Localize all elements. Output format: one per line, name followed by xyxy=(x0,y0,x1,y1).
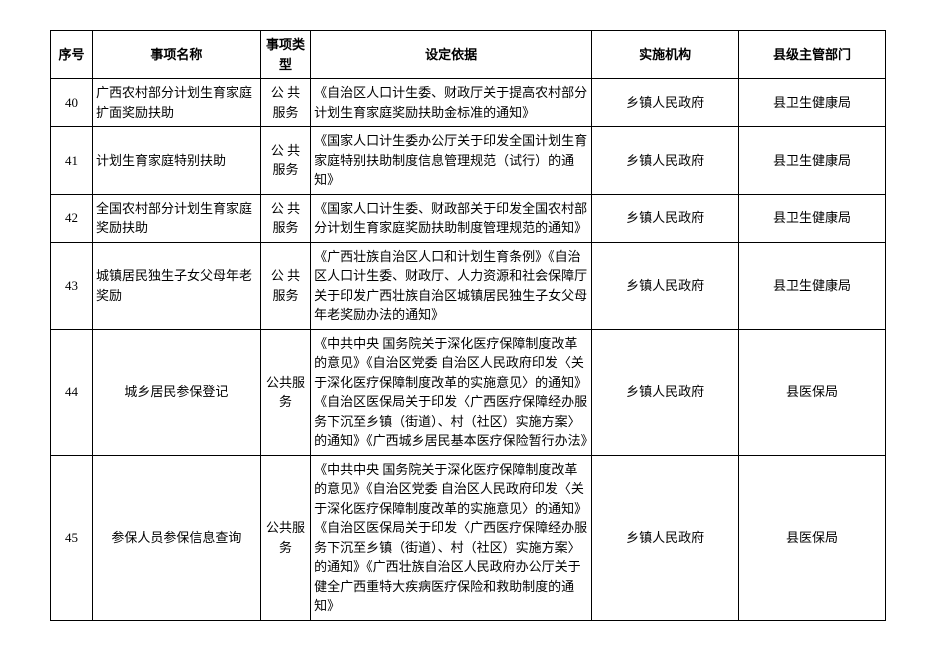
cell-agency: 乡镇人民政府 xyxy=(592,455,739,620)
cell-type: 公 共 服务 xyxy=(260,242,310,329)
cell-agency: 乡镇人民政府 xyxy=(592,242,739,329)
cell-type: 公 共 服务 xyxy=(260,194,310,242)
cell-name: 计划生育家庭特别扶助 xyxy=(92,127,260,195)
cell-basis: 《自治区人口计生委、财政厅关于提高农村部分计划生育家庭奖励扶助金标准的通知》 xyxy=(311,79,592,127)
cell-seq: 40 xyxy=(51,79,93,127)
cell-dept: 县卫生健康局 xyxy=(739,127,886,195)
cell-type: 公 共 服务 xyxy=(260,79,310,127)
table-row: 43城镇居民独生子女父母年老奖励公 共 服务《广西壮族自治区人口和计划生育条例》… xyxy=(51,242,886,329)
cell-seq: 43 xyxy=(51,242,93,329)
cell-dept: 县卫生健康局 xyxy=(739,79,886,127)
col-header-agency: 实施机构 xyxy=(592,31,739,79)
col-header-name: 事项名称 xyxy=(92,31,260,79)
cell-name: 参保人员参保信息查询 xyxy=(92,455,260,620)
cell-name: 广西农村部分计划生育家庭扩面奖励扶助 xyxy=(92,79,260,127)
table-row: 41计划生育家庭特别扶助公 共 服务《国家人口计生委办公厅关于印发全国计划生育家… xyxy=(51,127,886,195)
cell-seq: 41 xyxy=(51,127,93,195)
col-header-dept: 县级主管部门 xyxy=(739,31,886,79)
cell-agency: 乡镇人民政府 xyxy=(592,329,739,455)
data-table: 序号 事项名称 事项类型 设定依据 实施机构 县级主管部门 40广西农村部分计划… xyxy=(50,30,886,621)
table-row: 40广西农村部分计划生育家庭扩面奖励扶助公 共 服务《自治区人口计生委、财政厅关… xyxy=(51,79,886,127)
cell-agency: 乡镇人民政府 xyxy=(592,194,739,242)
cell-basis: 《广西壮族自治区人口和计划生育条例》《自治区人口计生委、财政厅、人力资源和社会保… xyxy=(311,242,592,329)
cell-basis: 《中共中央 国务院关于深化医疗保障制度改革的意见》《自治区党委 自治区人民政府印… xyxy=(311,455,592,620)
cell-name: 全国农村部分计划生育家庭奖励扶助 xyxy=(92,194,260,242)
table-row: 42全国农村部分计划生育家庭奖励扶助公 共 服务《国家人口计生委、财政部关于印发… xyxy=(51,194,886,242)
cell-dept: 县医保局 xyxy=(739,455,886,620)
cell-type: 公共服务 xyxy=(260,455,310,620)
cell-seq: 45 xyxy=(51,455,93,620)
header-row: 序号 事项名称 事项类型 设定依据 实施机构 县级主管部门 xyxy=(51,31,886,79)
cell-basis: 《中共中央 国务院关于深化医疗保障制度改革的意见》《自治区党委 自治区人民政府印… xyxy=(311,329,592,455)
cell-agency: 乡镇人民政府 xyxy=(592,79,739,127)
cell-type: 公共服务 xyxy=(260,329,310,455)
cell-seq: 44 xyxy=(51,329,93,455)
cell-agency: 乡镇人民政府 xyxy=(592,127,739,195)
cell-name: 城乡居民参保登记 xyxy=(92,329,260,455)
cell-dept: 县医保局 xyxy=(739,329,886,455)
table-row: 45参保人员参保信息查询公共服务《中共中央 国务院关于深化医疗保障制度改革的意见… xyxy=(51,455,886,620)
col-header-type: 事项类型 xyxy=(260,31,310,79)
cell-basis: 《国家人口计生委、财政部关于印发全国农村部分计划生育家庭奖励扶助制度管理规范的通… xyxy=(311,194,592,242)
cell-dept: 县卫生健康局 xyxy=(739,194,886,242)
table-row: 44城乡居民参保登记公共服务《中共中央 国务院关于深化医疗保障制度改革的意见》《… xyxy=(51,329,886,455)
cell-dept: 县卫生健康局 xyxy=(739,242,886,329)
col-header-seq: 序号 xyxy=(51,31,93,79)
cell-seq: 42 xyxy=(51,194,93,242)
cell-basis: 《国家人口计生委办公厅关于印发全国计划生育家庭特别扶助制度信息管理规范（试行）的… xyxy=(311,127,592,195)
cell-type: 公 共 服务 xyxy=(260,127,310,195)
cell-name: 城镇居民独生子女父母年老奖励 xyxy=(92,242,260,329)
col-header-basis: 设定依据 xyxy=(311,31,592,79)
table-body: 40广西农村部分计划生育家庭扩面奖励扶助公 共 服务《自治区人口计生委、财政厅关… xyxy=(51,79,886,621)
